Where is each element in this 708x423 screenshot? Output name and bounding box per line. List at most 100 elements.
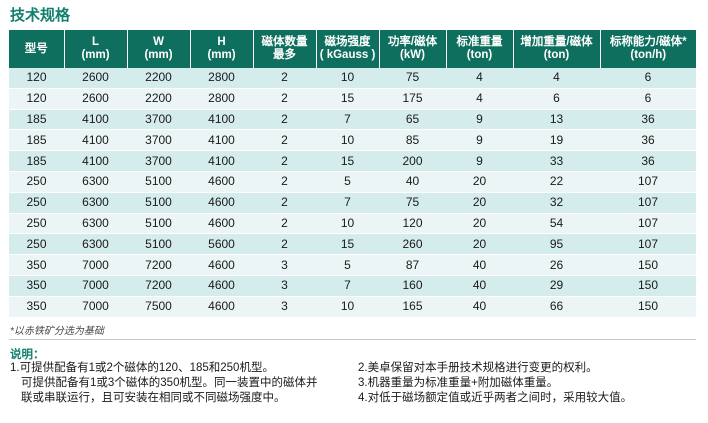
- column-header-line: L: [91, 36, 100, 48]
- section-title: 技术规格: [10, 7, 71, 24]
- table-cell: 32: [513, 192, 600, 214]
- table-cell: 2200: [127, 68, 190, 89]
- table-cell: 4600: [190, 192, 253, 214]
- table-cell: 36: [600, 109, 696, 131]
- table-cell: 36: [600, 129, 696, 152]
- column-header-line: (mm): [144, 49, 173, 61]
- table-cell: 150: [600, 275, 696, 297]
- table-cell: 4100: [64, 129, 127, 152]
- table-cell: 6: [513, 88, 600, 110]
- column-header-line: 最多: [273, 49, 296, 61]
- note-line: 联或串联运行，且可安装在相同或不同磁场强度中。: [21, 392, 286, 404]
- table-cell: 2: [253, 213, 316, 235]
- table-cell: 160: [379, 275, 446, 297]
- table-cell: 2: [253, 233, 316, 256]
- table-cell: 66: [513, 296, 600, 318]
- table-cell: 15: [316, 88, 379, 110]
- table-cell: 3700: [127, 129, 190, 152]
- table-cell: 36: [600, 150, 696, 172]
- table-cell: 7: [316, 275, 379, 297]
- table-cell: 250: [9, 192, 64, 214]
- table-row: 250 6300 5100 4600 2 5 40 20 22 107: [9, 171, 696, 193]
- column-header: 标称能力/磁体* (ton/h): [600, 30, 696, 68]
- table-cell: 3700: [127, 109, 190, 131]
- table-cell: 4600: [190, 254, 253, 276]
- table-cell: 20: [446, 233, 513, 256]
- table-cell: 3: [253, 275, 316, 297]
- table-cell: 40: [379, 171, 446, 193]
- table-cell: 2800: [190, 88, 253, 110]
- footnote: *以赤铁矿分选为基础: [10, 326, 104, 337]
- table-row: 185 4100 3700 4100 2 15 200 9 33 36: [9, 150, 696, 172]
- table-cell: 350: [9, 275, 64, 297]
- table-cell: 75: [379, 68, 446, 89]
- table-cell: 2600: [64, 68, 127, 89]
- table-cell: 10: [316, 68, 379, 89]
- table-cell: 2: [253, 192, 316, 214]
- table-cell: 4600: [190, 296, 253, 318]
- table-cell: 4100: [190, 109, 253, 131]
- table-cell: 250: [9, 233, 64, 256]
- table-cell: 4100: [190, 129, 253, 152]
- table-cell: 4100: [64, 150, 127, 172]
- table-cell: 6300: [64, 192, 127, 214]
- table-cell: 120: [9, 68, 64, 89]
- column-header-line: (ton): [543, 49, 570, 61]
- table-cell: 26: [513, 254, 600, 276]
- table-cell: 4: [446, 68, 513, 89]
- column-header-line: 磁体数量: [261, 36, 308, 48]
- column-header-line: 标准重量: [456, 36, 503, 48]
- table-cell: 107: [600, 171, 696, 193]
- table-cell: 3700: [127, 150, 190, 172]
- table-cell: 120: [379, 213, 446, 235]
- table-cell: 6: [600, 88, 696, 110]
- table-cell: 7200: [127, 254, 190, 276]
- table-cell: 4600: [190, 275, 253, 297]
- table-cell: 2: [253, 109, 316, 131]
- column-header-line: (mm): [207, 49, 236, 61]
- table-row: 250 6300 5100 5600 2 15 260 20 95 107: [9, 233, 696, 256]
- table-cell: 13: [513, 109, 600, 131]
- table-cell: 200: [379, 150, 446, 172]
- table-cell: 3: [253, 254, 316, 276]
- table-cell: 2: [253, 150, 316, 172]
- table-cell: 6: [600, 68, 696, 89]
- table-row: 120 2600 2200 2800 2 10 75 4 4 6: [9, 68, 696, 89]
- column-header-line: 型号: [24, 42, 48, 55]
- table-cell: 9: [446, 129, 513, 152]
- column-header-line: ( kGauss ): [319, 49, 376, 61]
- notes-right: 2.美卓保留对本手册技术规格进行变更的权利。 3.机器重量为标准重量+附加磁体重…: [358, 361, 698, 406]
- table-cell: 10: [316, 129, 379, 152]
- table-cell: 4: [446, 88, 513, 110]
- column-header-line: W: [153, 36, 164, 48]
- note-line: 1.可提供配备有1或2个磁体的120、185和250机型。: [10, 362, 274, 374]
- note-line: 可提供配备有1或3个磁体的350机型。同一装置中的磁体并: [21, 377, 318, 389]
- table-cell: 165: [379, 296, 446, 318]
- table-cell: 250: [9, 171, 64, 193]
- table-cell: 5100: [127, 171, 190, 193]
- table-cell: 40: [446, 275, 513, 297]
- table-cell: 3: [253, 296, 316, 318]
- table-cell: 87: [379, 254, 446, 276]
- table-row: 350 7000 7200 4600 3 7 160 40 29 150: [9, 275, 696, 297]
- table-row: 185 4100 3700 4100 2 7 65 9 13 36: [9, 109, 696, 131]
- table-cell: 4100: [190, 150, 253, 172]
- table-cell: 185: [9, 109, 64, 131]
- table-cell: 5: [316, 254, 379, 276]
- table-cell: 2200: [127, 88, 190, 110]
- column-header: 磁场强度( kGauss ): [316, 30, 380, 68]
- table-cell: 175: [379, 88, 446, 110]
- table-cell: 350: [9, 254, 64, 276]
- note-line: 3.机器重量为标准重量+附加磁体重量。: [358, 377, 559, 389]
- table-cell: 10: [316, 296, 379, 318]
- table-cell: 65: [379, 109, 446, 131]
- column-header-line: 增加重量/磁体: [520, 36, 593, 48]
- table-cell: 6300: [64, 233, 127, 256]
- column-header: 型号: [9, 30, 65, 68]
- table-row: 185 4100 3700 4100 2 10 85 9 19 36: [9, 129, 696, 152]
- table-cell: 75: [379, 192, 446, 214]
- notes-title: 说明：: [10, 349, 45, 361]
- table-cell: 4: [513, 68, 600, 89]
- table-cell: 5100: [127, 213, 190, 235]
- table-cell: 20: [446, 171, 513, 193]
